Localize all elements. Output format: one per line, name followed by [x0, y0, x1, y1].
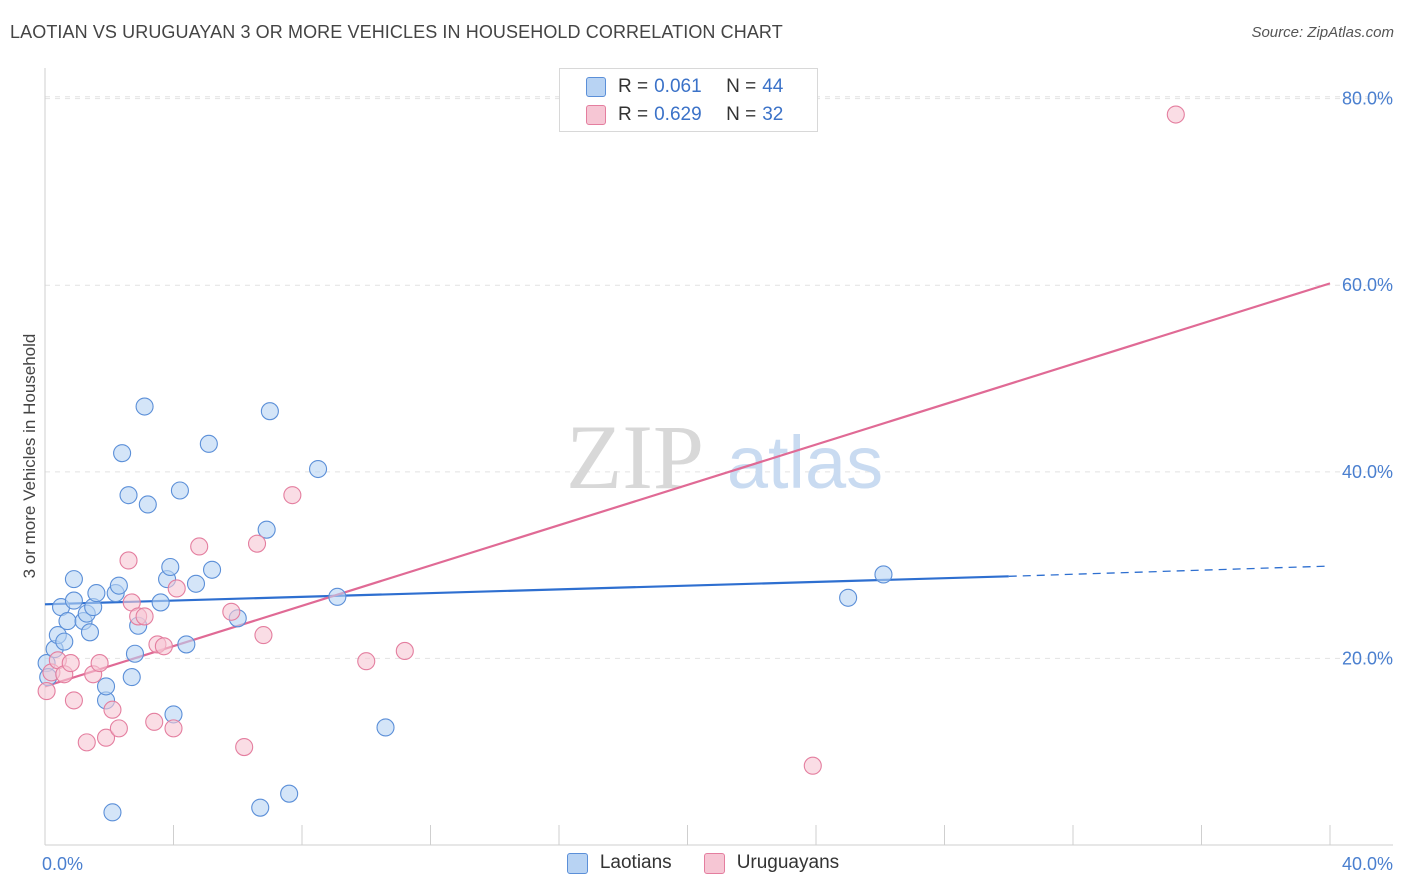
uruguayan-point: [222, 602, 241, 621]
uruguayan-trendline: [44, 282, 1331, 688]
uruguayan-point: [145, 712, 164, 731]
laotian-point: [125, 644, 144, 663]
watermark-zip: ZIP: [566, 406, 704, 508]
x-tick-label: 40.0%: [1342, 854, 1393, 874]
chart-title: LAOTIAN VS URUGUAYAN 3 OR MORE VEHICLES …: [10, 22, 783, 42]
uruguayan-point: [235, 737, 254, 757]
legend-row-laotian: R = 0.061 N = 44: [586, 76, 783, 98]
legend-row-uruguayan: R = 0.629 N = 32: [586, 104, 783, 126]
laotian-point: [260, 402, 279, 421]
uruguayan-point: [135, 607, 154, 626]
legend-label-uruguayans: Uruguayans: [736, 852, 840, 873]
laotian-point: [58, 612, 77, 631]
uruguayan-point: [37, 682, 56, 701]
laotian-swatch: [586, 77, 606, 97]
uruguayan-point: [803, 756, 822, 775]
uruguayan-swatch: [586, 105, 606, 125]
laotian-point: [138, 495, 157, 514]
laotian-point: [103, 803, 122, 822]
uruguayan-point: [90, 654, 109, 673]
laotian-point: [874, 565, 893, 584]
legend-item-laotians: Laotians: [566, 852, 672, 874]
legend-label-laotians: Laotians: [599, 852, 672, 873]
laotian-point: [280, 784, 299, 803]
legend-r-value: 0.629: [654, 104, 702, 125]
gridlines: [45, 96, 1393, 659]
laotian-point: [170, 481, 189, 500]
laotian-point: [376, 718, 395, 737]
laotian-point: [113, 444, 132, 463]
y-tick-label: 60.0%: [1342, 275, 1393, 295]
uruguayan-point: [1166, 105, 1185, 124]
uruguayans-swatch: [703, 852, 725, 874]
laotian-point: [328, 587, 347, 606]
series-legend: Laotians Uruguayans: [0, 852, 1406, 874]
laotian-point: [64, 591, 83, 610]
uruguayan-point: [61, 654, 80, 673]
laotian-point: [109, 576, 128, 595]
axes: [44, 68, 1393, 846]
uruguayan-point: [254, 626, 273, 645]
x-tick-label: 0.0%: [42, 854, 83, 874]
uruguayan-point: [77, 733, 96, 752]
y-tick-label: 20.0%: [1342, 648, 1393, 668]
laotian-point: [151, 593, 170, 612]
uruguayan-point: [103, 700, 122, 719]
laotians-swatch: [566, 852, 588, 874]
laotian-point: [55, 632, 74, 651]
uruguayan-point: [190, 537, 209, 556]
laotian-point: [177, 635, 196, 654]
uruguayan-point: [119, 551, 138, 570]
laotian-point: [251, 798, 270, 817]
uruguayan-point: [96, 728, 116, 747]
uruguayan-point: [109, 719, 128, 738]
y-tick-label: 40.0%: [1342, 462, 1393, 482]
uruguayan-point: [167, 579, 186, 598]
source-label: Source: ZipAtlas.com: [1251, 24, 1394, 41]
laotian-point: [199, 434, 218, 453]
laotian-trendline-extension: [1008, 565, 1331, 577]
legend-r-label: R =: [618, 76, 649, 97]
uruguayan-point: [283, 486, 302, 505]
uruguayan-point: [164, 719, 183, 738]
data-points: [37, 105, 1185, 822]
laotian-point: [119, 486, 138, 505]
legend-n-label: N =: [726, 76, 757, 97]
watermark-atlas: atlas: [727, 421, 883, 504]
legend-n-value: 44: [762, 76, 784, 97]
uruguayan-point: [247, 534, 267, 553]
laotian-point: [839, 588, 858, 607]
laotian-point: [80, 623, 100, 642]
y-tick-label: 80.0%: [1342, 89, 1393, 109]
laotian-point: [257, 520, 276, 539]
trendlines: [44, 282, 1331, 688]
laotian-point: [161, 557, 180, 577]
legend-n-value: 32: [762, 104, 784, 125]
laotian-point: [309, 459, 328, 479]
laotian-point: [186, 574, 206, 593]
legend-item-uruguayans: Uruguayans: [703, 852, 840, 874]
laotian-point: [135, 397, 154, 416]
legend-n-label: N =: [726, 104, 757, 125]
legend-r-label: R =: [618, 104, 649, 125]
laotian-point: [87, 584, 106, 603]
laotian-trendline: [44, 575, 1009, 606]
watermark: ZIP atlas: [566, 406, 883, 508]
tick-labels: 20.0% 40.0% 60.0% 80.0% 0.0% 40.0%: [42, 89, 1393, 874]
laotian-point: [122, 668, 141, 687]
uruguayan-point: [154, 637, 173, 656]
stats-legend: R = 0.061 N = 44 R = 0.629 N = 32: [559, 68, 818, 132]
uruguayan-point: [64, 691, 83, 710]
laotian-point: [203, 560, 222, 579]
laotian-point: [64, 570, 83, 589]
uruguayan-point: [357, 652, 376, 671]
uruguayan-point: [395, 641, 414, 661]
laotian-point: [96, 677, 116, 696]
legend-r-value: 0.061: [654, 76, 702, 97]
